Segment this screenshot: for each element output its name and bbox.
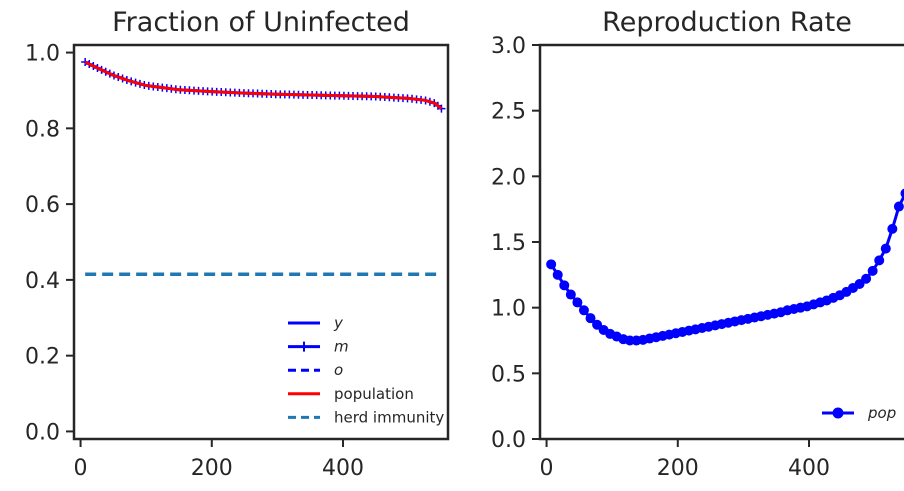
data-point <box>572 297 583 308</box>
chart-title: Reproduction Rate <box>602 7 852 38</box>
legend-label: m <box>334 338 349 356</box>
x-tick-label: 200 <box>191 456 233 481</box>
y-tick-label: 1.5 <box>491 231 526 256</box>
y-tick-label: 2.0 <box>491 165 526 190</box>
series-population-line <box>84 60 443 110</box>
uninfected-fraction-chart: Fraction of Uninfected ymo population herd… <box>25 7 450 481</box>
legend-population: population <box>288 385 414 403</box>
chart-title: Fraction of Uninfected <box>112 7 410 38</box>
legend-label: pop <box>867 404 896 422</box>
x-tick-label: 0 <box>540 456 554 481</box>
y-tick-label: 3.0 <box>491 34 526 59</box>
y-tick-label: 1.0 <box>25 42 60 67</box>
x-axis: 0 200 400 <box>74 439 364 481</box>
data-point <box>565 289 576 300</box>
legend-o: o <box>288 361 343 379</box>
y-tick-label: 2.5 <box>491 100 526 125</box>
y-axis: 0.0 0.5 1.0 1.5 2.0 2.5 3.0 <box>491 34 540 453</box>
y-tick-label: 0.5 <box>491 362 526 387</box>
legend-pop: pop <box>822 404 896 422</box>
x-tick-label: 200 <box>657 456 699 481</box>
series-population <box>84 60 443 110</box>
y-tick-label: 0.4 <box>25 269 60 294</box>
x-tick-label: 0 <box>74 456 88 481</box>
plot-area <box>81 58 446 276</box>
y-tick-label: 0.0 <box>25 420 60 445</box>
data-point <box>552 269 563 280</box>
y-tick-label: 0.6 <box>25 193 60 218</box>
data-point <box>874 255 885 266</box>
data-point <box>559 280 570 291</box>
plot-area <box>546 188 904 346</box>
legend-label: o <box>334 361 343 379</box>
legend: ymo population herd immunity <box>288 314 444 426</box>
legend-marker <box>832 407 844 419</box>
legend-herd-immunity: herd immunity <box>288 408 444 426</box>
data-point <box>887 223 898 234</box>
legend-y: y <box>288 314 344 332</box>
x-tick-label: 400 <box>788 456 830 481</box>
y-tick-label: 0.0 <box>491 428 526 453</box>
data-point <box>893 201 904 212</box>
legend-m: m <box>288 338 349 356</box>
y-tick-label: 1.0 <box>491 297 526 322</box>
legend: pop <box>822 404 896 422</box>
data-point <box>867 265 878 276</box>
plot-frame <box>72 43 450 441</box>
data-point <box>578 305 589 316</box>
legend-marker <box>299 341 309 352</box>
legend-label: y <box>333 314 344 332</box>
data-point <box>861 273 872 284</box>
y-axis: 0.0 0.2 0.4 0.6 0.8 1.0 <box>25 42 74 445</box>
data-point <box>585 313 596 324</box>
x-tick-label: 400 <box>322 456 364 481</box>
x-axis: 0 200 400 <box>540 439 830 481</box>
data-point <box>900 188 904 199</box>
y-tick-label: 0.2 <box>25 345 60 370</box>
series-pop <box>546 188 904 346</box>
data-point <box>880 243 891 254</box>
legend-label: herd immunity <box>334 408 444 426</box>
data-point <box>546 259 557 270</box>
reproduction-rate-chart: Reproduction Rate pop 0 200 400 0.0 0.5 1.0 1… <box>491 7 904 481</box>
y-tick-label: 0.8 <box>25 117 60 142</box>
legend-label: population <box>334 385 414 403</box>
